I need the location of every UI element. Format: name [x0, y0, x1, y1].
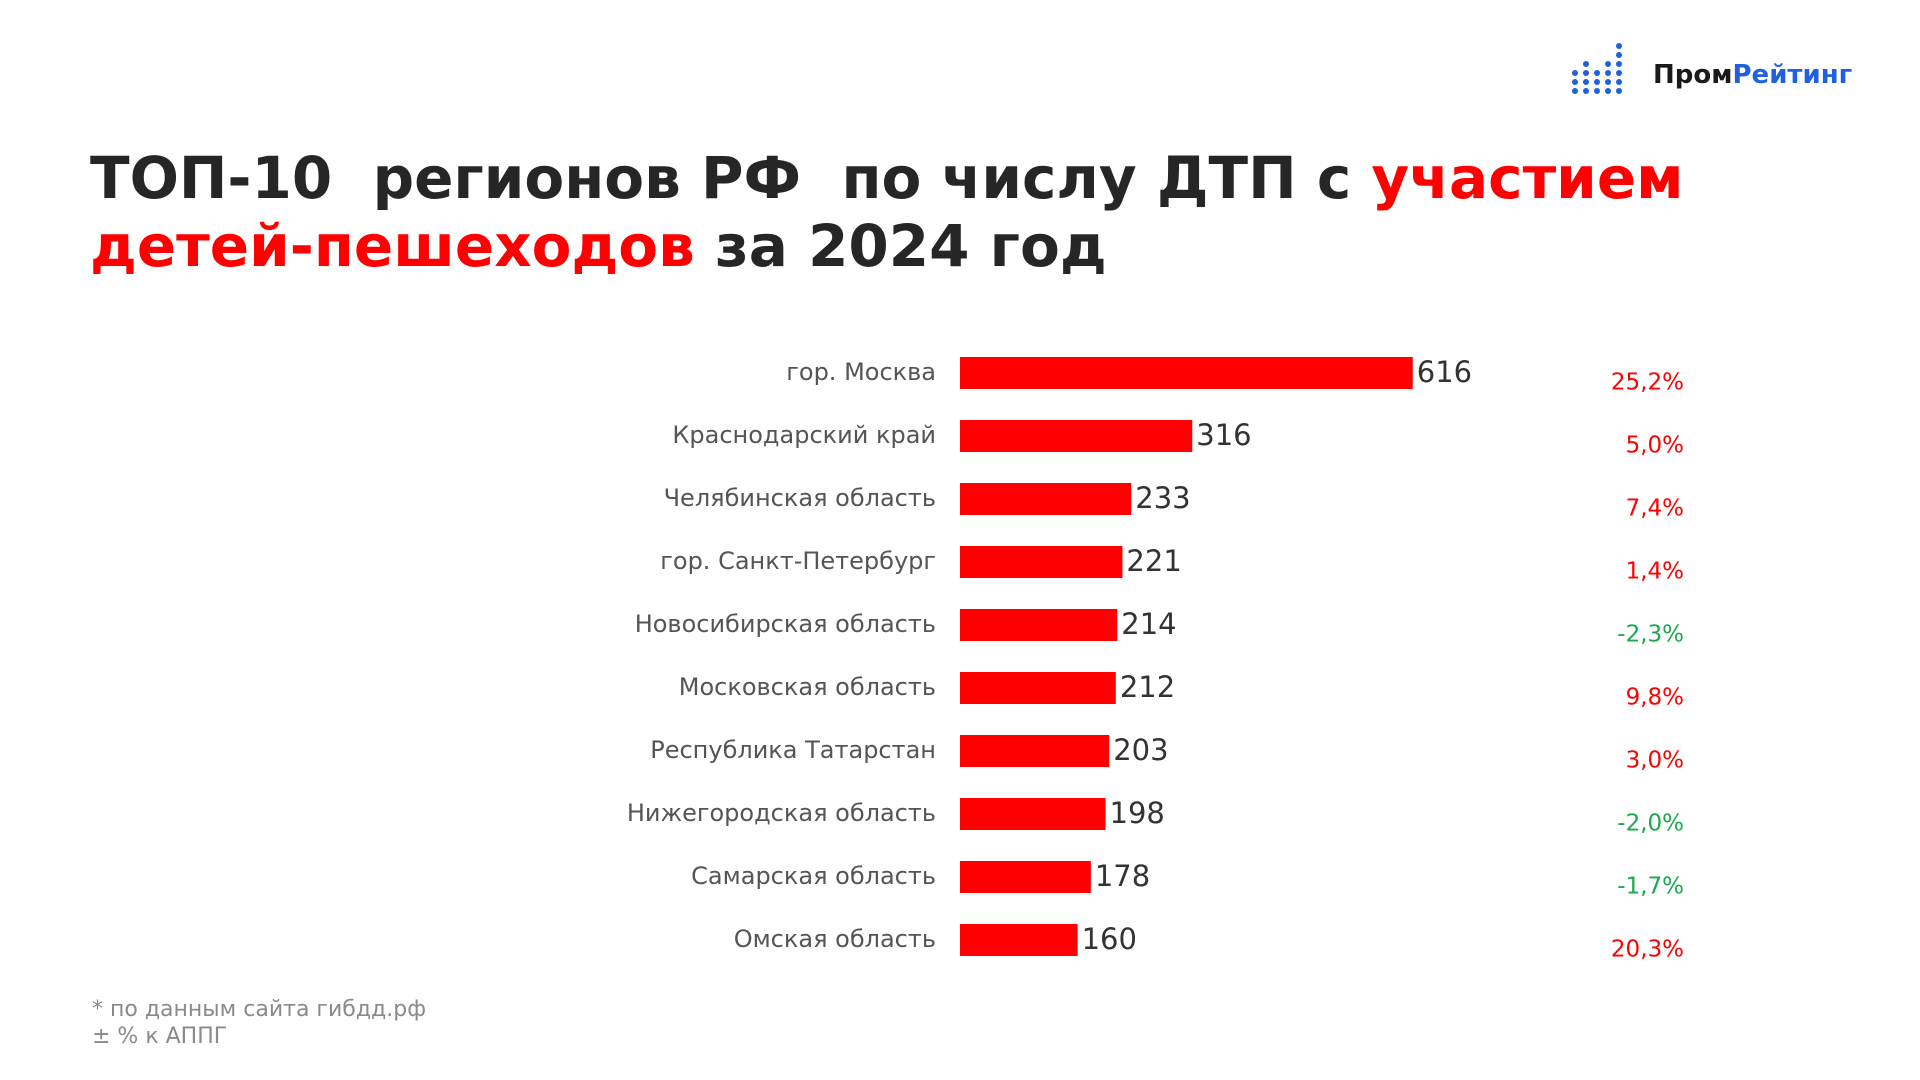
footnote: * по данным сайта гибдд.рф	[92, 997, 426, 1022]
value-label: 160	[1082, 922, 1137, 956]
value-label: 221	[1126, 544, 1181, 578]
category-label: Омская область	[734, 925, 936, 953]
change-label: -2,3%	[1617, 622, 1684, 648]
bar	[960, 546, 1123, 578]
change-label: 20,3%	[1611, 937, 1684, 963]
title-part: детей-пешеходов	[90, 212, 695, 280]
change-label: 9,8%	[1626, 685, 1684, 711]
change-label: 7,4%	[1626, 496, 1684, 522]
change-label: -1,7%	[1617, 874, 1684, 900]
category-label: Самарская область	[691, 862, 936, 890]
chart-title: ТОП-10 регионов РФ по числу ДТП с участи…	[90, 144, 1684, 212]
category-label: Новосибирская область	[635, 610, 936, 638]
value-label: 198	[1110, 796, 1165, 830]
title-part: за 2024 год	[695, 212, 1107, 280]
category-label: Челябинская область	[664, 484, 936, 512]
change-label: 3,0%	[1626, 748, 1684, 774]
logo-icon	[1572, 43, 1622, 94]
value-label: 233	[1135, 481, 1190, 515]
logo-part: Рейтинг	[1733, 60, 1853, 90]
title-part: участием	[1371, 144, 1683, 212]
category-label: Нижегородская область	[627, 799, 936, 827]
title-part: ТОП-10 регионов РФ по числу ДТП с	[90, 144, 1371, 212]
value-label: 214	[1121, 607, 1176, 641]
bar	[960, 609, 1118, 641]
category-label: гор. Москва	[786, 358, 936, 386]
bar	[960, 798, 1106, 830]
bar	[960, 672, 1116, 704]
category-label: Московская область	[679, 673, 936, 701]
value-label: 203	[1113, 733, 1168, 767]
footnote: ± % к АППГ	[92, 1024, 227, 1049]
logo: ПромРейтинг	[1653, 60, 1852, 90]
bar	[960, 357, 1413, 389]
value-label: 616	[1417, 355, 1472, 389]
value-label: 178	[1095, 859, 1150, 893]
category-label: Республика Татарстан	[650, 736, 936, 764]
change-label: -2,0%	[1617, 811, 1684, 837]
bar	[960, 420, 1193, 452]
logo-part: Пром	[1653, 60, 1733, 90]
category-label: гор. Санкт-Петербург	[660, 547, 936, 575]
chart-title: детей-пешеходов за 2024 год	[90, 212, 1107, 280]
value-label: 316	[1196, 418, 1251, 452]
category-label: Краснодарский край	[672, 421, 936, 449]
bar	[960, 483, 1132, 515]
bar	[960, 924, 1078, 956]
change-label: 1,4%	[1626, 559, 1684, 585]
value-label: 212	[1120, 670, 1175, 704]
change-label: 25,2%	[1611, 370, 1684, 396]
change-label: 5,0%	[1626, 433, 1684, 459]
bar	[960, 861, 1091, 893]
bar	[960, 735, 1110, 767]
